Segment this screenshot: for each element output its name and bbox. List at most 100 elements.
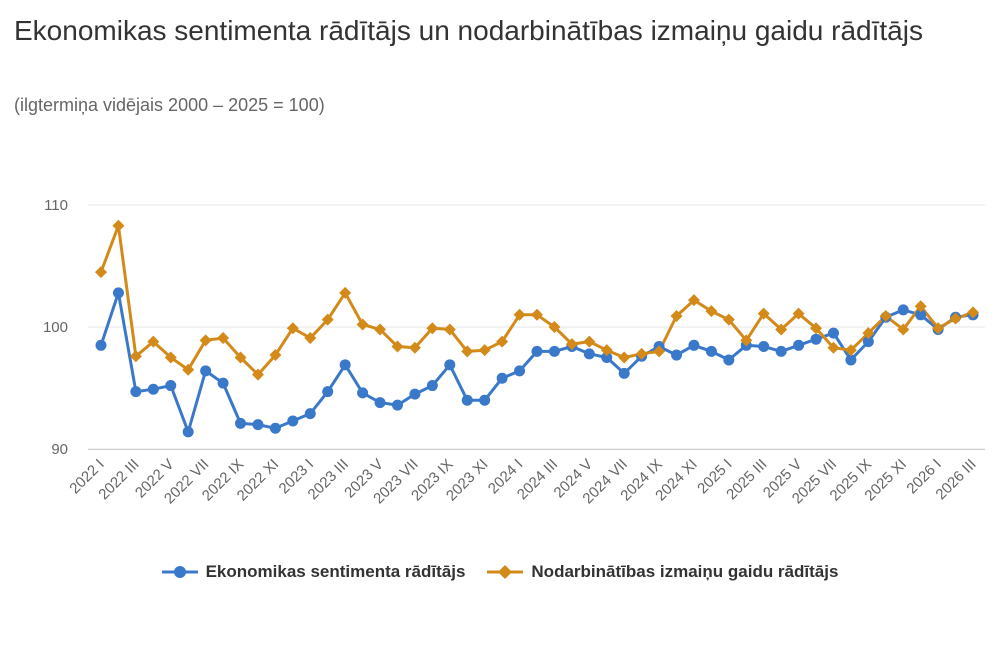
- data-point-diamond[interactable]: [443, 323, 456, 336]
- data-point-diamond[interactable]: [775, 323, 788, 336]
- data-point-diamond[interactable]: [618, 351, 631, 364]
- data-point-circle[interactable]: [409, 388, 421, 400]
- data-point-diamond[interactable]: [653, 345, 666, 358]
- data-point-diamond[interactable]: [426, 322, 439, 335]
- data-point-diamond[interactable]: [234, 351, 247, 364]
- data-point-circle[interactable]: [671, 349, 683, 361]
- data-point-circle[interactable]: [601, 352, 613, 363]
- data-point-circle[interactable]: [95, 339, 107, 351]
- data-point-circle[interactable]: [461, 394, 473, 406]
- data-point-diamond[interactable]: [792, 307, 805, 320]
- data-point-circle[interactable]: [235, 417, 247, 429]
- data-point-circle[interactable]: [862, 336, 874, 348]
- data-point-circle[interactable]: [827, 327, 839, 339]
- data-point-circle[interactable]: [618, 367, 630, 379]
- data-point-diamond[interactable]: [967, 306, 979, 319]
- data-point-diamond[interactable]: [914, 300, 927, 313]
- data-point-circle[interactable]: [217, 377, 229, 389]
- data-point-diamond[interactable]: [129, 350, 142, 363]
- series-lines: [99, 224, 974, 434]
- data-point-diamond[interactable]: [548, 321, 561, 333]
- data-point-circle[interactable]: [269, 422, 281, 434]
- data-point-circle[interactable]: [304, 408, 316, 420]
- data-point-circle[interactable]: [514, 365, 526, 377]
- data-point-circle[interactable]: [845, 354, 857, 366]
- data-point-circle[interactable]: [426, 380, 438, 392]
- data-point-circle[interactable]: [444, 359, 456, 371]
- data-point-diamond[interactable]: [251, 368, 264, 381]
- data-point-diamond[interactable]: [356, 318, 369, 331]
- data-point-diamond[interactable]: [408, 341, 421, 354]
- data-point-circle[interactable]: [810, 333, 822, 345]
- y-tick-label: 90: [51, 441, 68, 458]
- data-point-circle[interactable]: [357, 387, 369, 399]
- data-point-circle[interactable]: [775, 345, 787, 357]
- data-point-diamond[interactable]: [496, 335, 509, 348]
- data-point-circle[interactable]: [200, 365, 212, 377]
- data-point-circle[interactable]: [339, 359, 351, 371]
- data-point-diamond[interactable]: [827, 341, 840, 354]
- data-point-diamond[interactable]: [687, 294, 700, 307]
- data-point-circle[interactable]: [479, 394, 491, 406]
- y-tick-label: 110: [44, 197, 68, 214]
- data-point-diamond[interactable]: [810, 322, 823, 335]
- data-point-diamond[interactable]: [112, 219, 125, 232]
- data-point-diamond[interactable]: [757, 307, 770, 320]
- data-point-circle[interactable]: [130, 386, 142, 398]
- data-point-circle[interactable]: [182, 426, 194, 438]
- data-point-diamond[interactable]: [583, 335, 596, 348]
- data-point-circle[interactable]: [391, 399, 403, 411]
- data-point-diamond[interactable]: [286, 322, 299, 335]
- data-point-diamond[interactable]: [635, 347, 648, 360]
- data-point-circle[interactable]: [548, 345, 560, 357]
- data-point-diamond[interactable]: [339, 286, 352, 299]
- legend-item-employment[interactable]: Nodarbinātības izmaiņu gaidu rādītājs: [487, 562, 838, 582]
- data-point-diamond[interactable]: [269, 349, 282, 362]
- data-point-diamond[interactable]: [844, 344, 857, 357]
- data-point-diamond[interactable]: [879, 310, 892, 323]
- data-point-diamond[interactable]: [932, 322, 945, 335]
- data-point-circle[interactable]: [897, 304, 909, 316]
- data-point-circle[interactable]: [147, 383, 159, 395]
- data-point-diamond[interactable]: [95, 266, 107, 279]
- data-point-circle[interactable]: [915, 309, 927, 321]
- data-point-circle[interactable]: [723, 354, 735, 366]
- legend-item-sentiment[interactable]: Ekonomikas sentimenta rādītājs: [161, 562, 465, 582]
- data-point-diamond[interactable]: [478, 344, 491, 357]
- data-point-diamond[interactable]: [531, 308, 543, 321]
- data-point-diamond[interactable]: [304, 331, 317, 344]
- data-point-circle[interactable]: [252, 419, 264, 431]
- data-point-diamond[interactable]: [600, 344, 613, 357]
- data-point-circle[interactable]: [705, 345, 717, 357]
- data-point-circle[interactable]: [793, 339, 805, 351]
- data-point-diamond[interactable]: [862, 327, 875, 340]
- data-point-diamond[interactable]: [217, 331, 230, 344]
- data-point-diamond[interactable]: [513, 308, 526, 321]
- data-point-diamond[interactable]: [199, 334, 212, 347]
- data-point-circle[interactable]: [758, 341, 770, 353]
- data-point-circle[interactable]: [165, 380, 177, 392]
- data-point-diamond[interactable]: [321, 313, 334, 326]
- data-point-diamond[interactable]: [740, 334, 753, 347]
- data-point-diamond[interactable]: [949, 312, 962, 325]
- data-point-diamond[interactable]: [164, 351, 177, 364]
- data-point-diamond[interactable]: [147, 335, 160, 348]
- data-point-circle[interactable]: [374, 397, 386, 409]
- data-point-diamond[interactable]: [670, 310, 683, 323]
- data-point-diamond[interactable]: [897, 323, 910, 336]
- data-point-diamond[interactable]: [722, 313, 735, 326]
- data-point-circle[interactable]: [688, 339, 700, 351]
- data-point-diamond[interactable]: [565, 338, 578, 351]
- data-point-diamond[interactable]: [374, 323, 387, 336]
- data-point-circle[interactable]: [583, 348, 595, 360]
- data-point-diamond[interactable]: [391, 340, 404, 353]
- data-point-circle[interactable]: [322, 386, 334, 398]
- data-point-diamond[interactable]: [461, 345, 474, 358]
- data-point-circle[interactable]: [531, 345, 543, 357]
- data-point-circle[interactable]: [496, 372, 508, 384]
- data-point-circle[interactable]: [112, 287, 124, 299]
- chart-title: Ekonomikas sentimenta rādītājs un nodarb…: [14, 15, 923, 46]
- data-point-circle[interactable]: [287, 415, 299, 427]
- data-point-diamond[interactable]: [182, 363, 195, 376]
- data-point-diamond[interactable]: [705, 305, 718, 318]
